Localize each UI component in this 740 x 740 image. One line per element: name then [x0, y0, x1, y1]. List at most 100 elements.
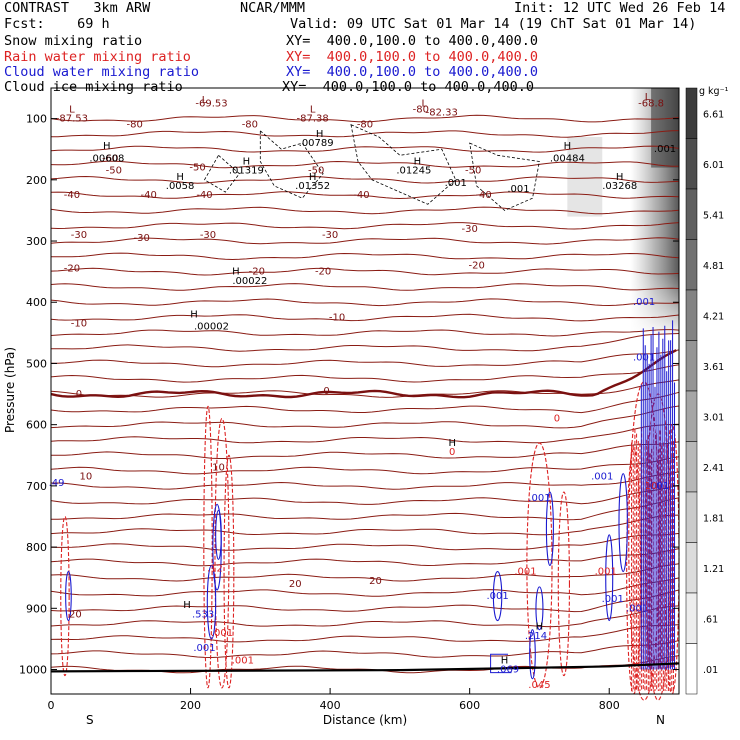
colorbar-swatch: [685, 340, 698, 392]
y-tick-label: 600: [26, 419, 47, 432]
isotherm-label: 0: [76, 389, 82, 400]
isotherm-line: [50, 548, 680, 567]
isotherm-line: [50, 267, 680, 276]
field-xy-rain: XY= 400.0,100.0 to 400.0,400.0: [286, 49, 538, 65]
field-xy-cloud-ice: XY= 400.0,100.0 to 400.0,400.0: [282, 79, 534, 95]
colorbar-swatch: [685, 289, 698, 341]
isotherm-line: [50, 222, 680, 230]
isotherm-label: -10: [71, 319, 87, 330]
colorbar-level: 4.81: [703, 261, 724, 272]
x-tick-label: 800: [599, 699, 620, 712]
y-tick-label: 300: [26, 235, 47, 248]
high-marker: H: [243, 156, 251, 167]
colorbar: 6.61 6.01 5.41 4.81 4.21 3.61 3.01 2.41 1.81 1.21…: [685, 86, 729, 695]
extremum-label: 0: [449, 447, 455, 458]
y-tick-label: 700: [26, 480, 47, 493]
y-tick-label: 900: [26, 602, 47, 615]
extremum-label: .00022: [232, 276, 267, 287]
isotherm-line: [50, 333, 680, 352]
low-marker: L: [422, 98, 428, 109]
isotherm-label: -80: [242, 120, 258, 131]
field-name-cloud-ice: Cloud ice mixing ratio: [4, 79, 183, 95]
isotherm-line: [51, 252, 680, 261]
y-tick-label: 800: [26, 541, 47, 554]
colorbar-level: 1.81: [703, 513, 724, 524]
isotherm-label: -69.53: [195, 98, 227, 109]
colorbar-swatch: [685, 138, 698, 190]
high-marker: H: [190, 309, 198, 320]
isotherm-line: [51, 441, 680, 459]
isotherm-label: -30: [461, 224, 477, 235]
isotherm-line: [50, 589, 680, 613]
high-marker: H: [316, 129, 324, 140]
isotherm-label: -40: [353, 190, 369, 201]
extremum-label: .001: [654, 144, 676, 155]
field-name-rain: Rain water mixing ratio: [4, 49, 191, 65]
cloud-water-contour: [545, 491, 554, 567]
zero-isotherm: [50, 349, 677, 399]
colorbar-swatch: [685, 188, 698, 240]
colorbar-swatch: [685, 441, 698, 493]
x-tick-label: 0: [48, 699, 55, 712]
field-name-cloud-water: Cloud water mixing ratio: [4, 64, 200, 80]
hydrometeor-contours: [50, 320, 680, 701]
snow-contour: [469, 142, 540, 211]
isotherm-line: [50, 484, 680, 505]
snow-contour: [350, 124, 457, 205]
isotherm-line: [50, 514, 680, 536]
extremum-label: .001: [211, 628, 233, 639]
colorbar-swatch: [685, 239, 698, 291]
colorbar-swatch: [685, 87, 698, 139]
high-marker: H: [309, 172, 317, 183]
low-marker: L: [645, 92, 651, 103]
isotherm-line: [50, 114, 680, 123]
isotherm-label: -87.38: [297, 114, 329, 125]
snow-contour: [203, 154, 240, 193]
extremum-label: .001: [528, 493, 550, 504]
isotherm-line: [50, 456, 680, 475]
isotherm-label: 0: [323, 386, 329, 397]
isotherm-label: 20: [69, 609, 82, 620]
rain-water-contour: [214, 417, 230, 689]
extremum-label: .001: [633, 352, 655, 363]
extremum-label: .001: [633, 297, 655, 308]
cloud-water-contour: [490, 653, 512, 674]
colorbar-level: 5.41: [703, 210, 724, 221]
isotherm-label: -68.8: [638, 98, 664, 109]
rain-water-contour: [557, 491, 570, 677]
high-marker: H: [176, 172, 184, 183]
colorbar-unit: g kg⁻¹: [699, 86, 729, 97]
isotherm-line: [50, 563, 680, 582]
colorbar-swatch: [685, 390, 698, 442]
isotherm-label: -80: [127, 120, 143, 131]
isotherm-label: -82.33: [426, 107, 458, 118]
low-marker: L: [310, 104, 316, 115]
extremum-label: .001: [514, 567, 536, 578]
high-marker: H: [414, 156, 422, 167]
field-name-snow: Snow mixing ratio: [4, 33, 143, 49]
colorbar-swatch: [685, 491, 698, 543]
cloud-water-contour: [605, 534, 614, 622]
high-marker: H: [501, 655, 509, 666]
isotherm-line: [50, 313, 680, 322]
isotherm-label: -50: [189, 163, 205, 174]
field-xy-snow: XY= 400.0,100.0 to 400.0,400.0: [286, 33, 538, 49]
north-end-label: N: [656, 713, 665, 727]
isotherm-line: [50, 364, 680, 383]
surface-line: [50, 662, 680, 673]
isotherm-label: -20: [468, 261, 484, 272]
extremum-label: .03268: [602, 181, 637, 192]
isotherm-label: -30: [200, 230, 216, 241]
isotherm-label: 10: [212, 463, 225, 474]
isotherm-line: [50, 605, 680, 628]
x-tick-label: 200: [180, 699, 201, 712]
isotherm-label: -30: [71, 230, 87, 241]
y-tick-label: 500: [26, 357, 47, 370]
extremum-label: .00789: [299, 138, 334, 149]
isotherm-line: [50, 145, 680, 153]
colorbar-level: .01: [703, 665, 718, 676]
extremum-label: .00608: [89, 153, 124, 164]
isotherm-label: -40: [141, 190, 157, 201]
snow-contour: [259, 129, 324, 199]
